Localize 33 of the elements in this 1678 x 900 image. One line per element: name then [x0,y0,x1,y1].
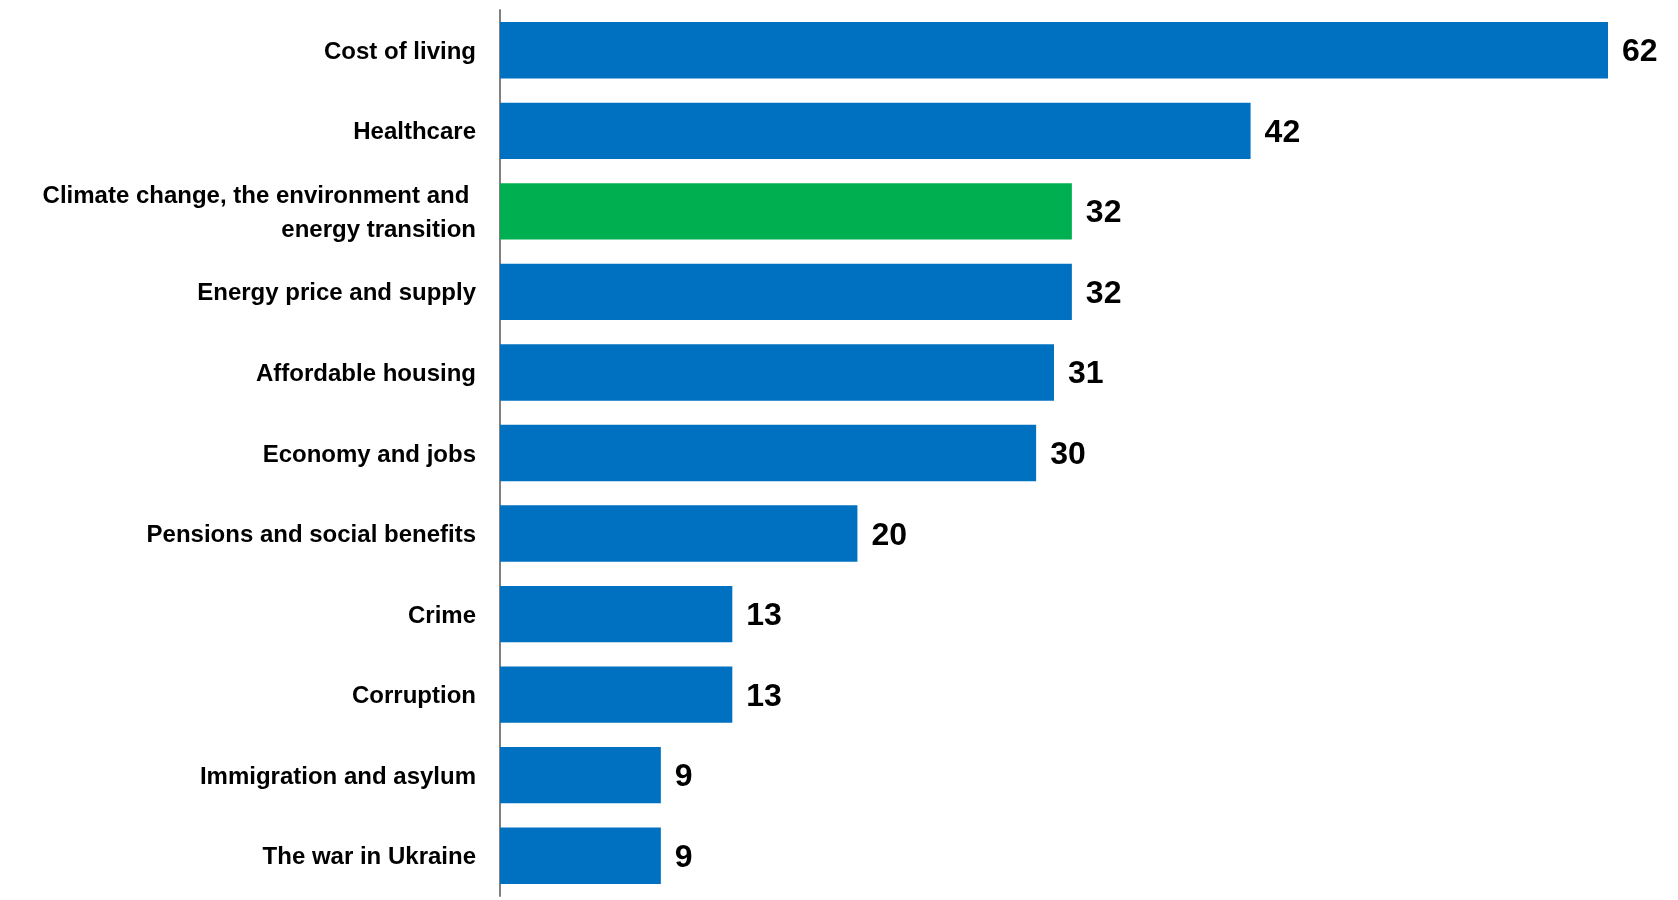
y-tick-label: Healthcare [353,117,476,145]
bar [500,585,733,643]
bar [500,102,1251,160]
bar [500,746,661,804]
bar [500,263,1072,321]
y-tick-label: Crime [407,600,476,628]
data-label: 32 [1085,193,1122,230]
y-tick-label: Affordable housing [256,358,476,386]
bar [500,827,661,884]
data-label: 31 [1068,354,1104,391]
bar [500,183,1072,240]
data-label: 13 [746,676,782,713]
bar [500,505,858,562]
y-tick-label: Immigration and asylum [199,761,476,789]
y-tick-label: Cost of living [324,36,476,64]
data-label: 42 [1264,112,1301,149]
data-label: 62 [1622,32,1658,69]
data-label: 30 [1050,435,1086,471]
y-tick-label: The war in Ukraine [262,842,476,870]
bar [500,424,1037,482]
y-tick-label: Corruption [352,681,476,709]
data-label: 20 [871,515,908,552]
data-label: 9 [674,837,693,874]
data-label: 32 [1085,273,1122,310]
data-label: 13 [746,596,782,633]
bar [500,344,1054,401]
y-tick-label: Economy and jobs [262,439,476,467]
bar [500,22,1608,79]
bar [500,666,733,723]
y-tick-label: Energy price and supply [197,278,477,306]
data-label: 9 [674,757,693,794]
y-tick-label: Pensions and social benefits [146,520,476,548]
y-tick-label: Climate change, the environment and energy transition [42,180,476,242]
